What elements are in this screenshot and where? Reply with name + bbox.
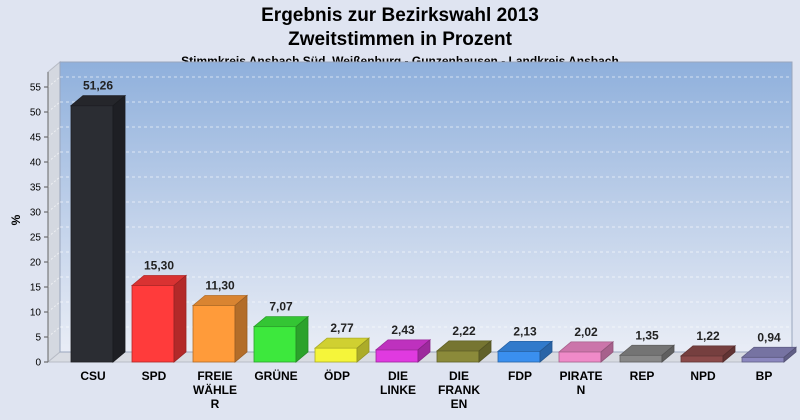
y-tick-label: 10 <box>30 308 42 319</box>
data-label: 2,43 <box>391 323 415 337</box>
data-label: 15,30 <box>144 259 174 273</box>
bar-side <box>722 345 736 363</box>
x-tick-label: CSU <box>80 369 105 383</box>
bar[interactable] <box>375 349 419 363</box>
y-tick-label: 40 <box>30 158 42 169</box>
y-tick-label: 35 <box>30 183 42 194</box>
x-tick-label: N <box>577 383 586 397</box>
x-tick-label: NPD <box>690 369 716 383</box>
x-tick-label: BP <box>756 369 773 383</box>
data-label: 2,22 <box>452 324 476 338</box>
data-label: 11,30 <box>205 279 235 293</box>
y-tick-label: 25 <box>30 233 42 244</box>
y-tick-label: 50 <box>30 108 42 119</box>
bar[interactable] <box>558 351 602 363</box>
data-label: 1,22 <box>696 329 720 343</box>
bar[interactable] <box>741 356 785 363</box>
x-tick-label: DIE <box>388 369 408 383</box>
x-tick-label: REP <box>630 369 655 383</box>
bar[interactable] <box>192 305 236 363</box>
gridline-side <box>47 201 61 213</box>
data-label: 2,13 <box>513 324 537 338</box>
bar-side <box>539 340 553 363</box>
gridline-side <box>47 276 61 288</box>
bar[interactable] <box>497 350 541 363</box>
x-tick-label: R <box>211 397 220 411</box>
y-tick-label: 0 <box>35 358 41 369</box>
bar-side <box>783 346 797 363</box>
x-tick-label: FDP <box>508 369 532 383</box>
chart-title: Ergebnis zur Bezirkswahl 2013 <box>261 5 539 26</box>
bar[interactable] <box>314 347 358 363</box>
bar-side <box>478 340 492 363</box>
bar-side <box>661 344 675 363</box>
side-wall <box>47 60 61 364</box>
y-axis-label: % <box>9 214 23 225</box>
x-tick-label: PIRATE <box>559 369 602 383</box>
x-tick-label: DIE <box>449 369 469 383</box>
bar-side <box>295 315 309 363</box>
data-label: 1,35 <box>635 328 659 342</box>
bar[interactable] <box>436 350 480 363</box>
bar-side <box>234 294 248 363</box>
data-label: 0,94 <box>757 330 781 344</box>
gridline-side <box>47 301 61 313</box>
y-tick-label: 15 <box>30 283 42 294</box>
bar-side <box>112 94 126 363</box>
x-tick-label: WÄHLE <box>193 382 237 397</box>
bar[interactable] <box>253 326 297 363</box>
y-tick-label: 45 <box>30 133 42 144</box>
x-tick-label: SPD <box>142 369 167 383</box>
x-tick-label: FREIE <box>197 369 232 383</box>
bar-side <box>417 338 431 363</box>
bar[interactable] <box>680 355 724 363</box>
bar-side <box>600 341 614 363</box>
data-label: 2,02 <box>574 325 598 339</box>
gridline-side <box>47 151 61 163</box>
x-tick-label: GRÜNE <box>254 368 297 383</box>
data-label: 51,26 <box>83 79 113 93</box>
bar-side <box>356 337 370 363</box>
bar-side <box>173 274 187 363</box>
gridline-side <box>47 176 61 188</box>
bar[interactable] <box>619 354 663 363</box>
x-tick-label: FRANK <box>438 383 480 397</box>
gridline-side <box>47 126 61 138</box>
data-label: 2,77 <box>330 321 354 335</box>
gridline-side <box>47 251 61 263</box>
gridline-side <box>47 226 61 238</box>
y-tick-label: 55 <box>30 83 42 94</box>
data-label: 7,07 <box>269 300 293 314</box>
y-tick-label: 20 <box>30 258 42 269</box>
chart-subtitle: Zweitstimmen in Prozent <box>288 29 512 50</box>
y-tick-label: 5 <box>35 333 41 344</box>
gridline-side <box>47 76 61 88</box>
bar[interactable] <box>131 285 175 363</box>
gridline-side <box>47 101 61 113</box>
x-tick-label: ÖDP <box>324 368 350 383</box>
bar[interactable] <box>70 105 114 363</box>
y-tick-label: 30 <box>30 208 42 219</box>
gridline-side <box>47 326 61 338</box>
x-tick-label: LINKE <box>380 383 416 397</box>
x-tick-label: EN <box>451 397 468 411</box>
